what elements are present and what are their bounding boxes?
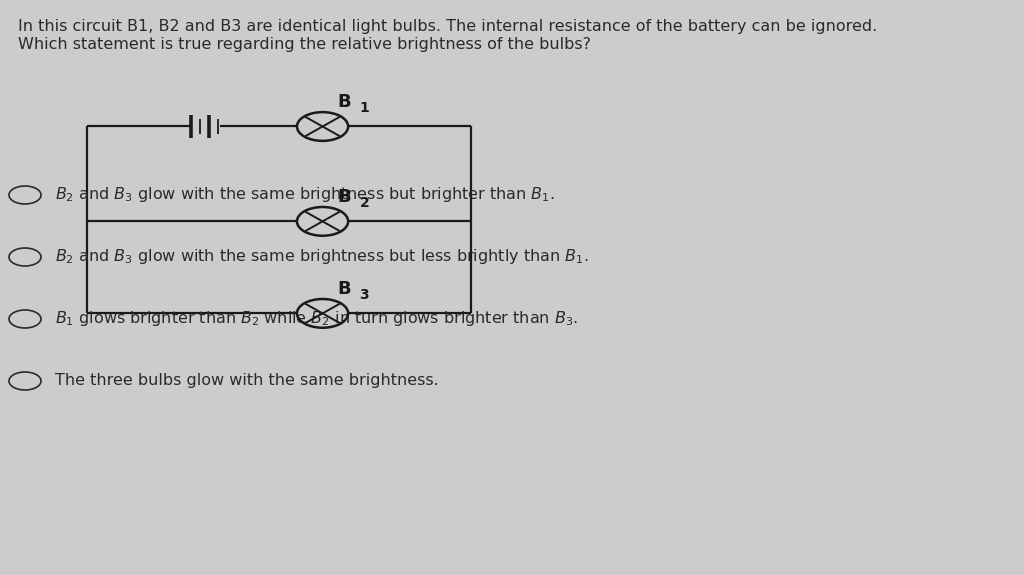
- Text: $B_1$ glows brighter than $B_2$ while $B_2$ in turn glows brighter than $B_3$.: $B_1$ glows brighter than $B_2$ while $B…: [55, 309, 578, 328]
- Text: Which statement is true regarding the relative brightness of the bulbs?: Which statement is true regarding the re…: [18, 37, 591, 52]
- Text: $\mathbf{B}$: $\mathbf{B}$: [337, 93, 351, 112]
- Text: $\mathbf{1}$: $\mathbf{1}$: [358, 101, 370, 116]
- Text: $\mathbf{2}$: $\mathbf{2}$: [358, 196, 369, 210]
- Text: $\mathbf{B}$: $\mathbf{B}$: [337, 280, 351, 298]
- Text: $\mathbf{3}$: $\mathbf{3}$: [358, 288, 369, 302]
- Text: The three bulbs glow with the same brightness.: The three bulbs glow with the same brigh…: [55, 374, 438, 389]
- Text: In this circuit B1, B2 and B3 are identical light bulbs. The internal resistance: In this circuit B1, B2 and B3 are identi…: [18, 19, 878, 34]
- Text: $B_2$ and $B_3$ glow with the same brightness but brighter than $B_1$.: $B_2$ and $B_3$ glow with the same brigh…: [55, 186, 555, 205]
- Text: $B_2$ and $B_3$ glow with the same brightness but less brightly than $B_1$.: $B_2$ and $B_3$ glow with the same brigh…: [55, 247, 589, 266]
- Text: $\mathbf{B}$: $\mathbf{B}$: [337, 188, 351, 206]
